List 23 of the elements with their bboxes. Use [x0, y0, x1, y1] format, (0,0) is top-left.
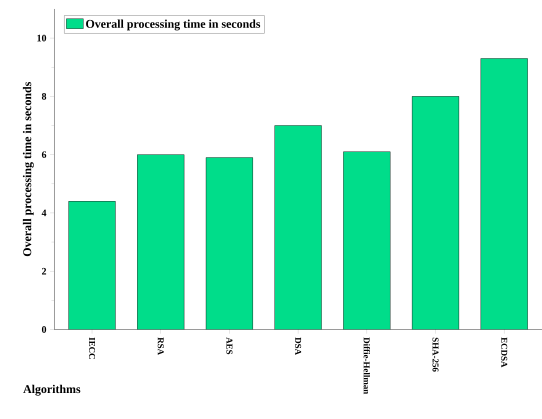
x-tick-label: RSA [158, 337, 164, 355]
legend-label: Overall processing time in seconds [86, 20, 260, 30]
y-tick-label: 8 [42, 92, 46, 100]
y-axis-title: Overall processing time in seconds [22, 82, 34, 256]
bar [274, 125, 322, 330]
bar [412, 96, 459, 330]
x-tick-label: Diffie-Hellman [364, 337, 370, 394]
y-tick-label: 0 [42, 326, 46, 333]
y-tick-label: 4 [42, 210, 46, 216]
x-tick-label: IECC [89, 337, 96, 359]
y-tick-label: 6 [42, 151, 46, 158]
x-tick-label: AES [226, 337, 232, 354]
bar [68, 201, 116, 330]
bar [137, 154, 184, 330]
bar [206, 158, 253, 330]
y-tick-label: 2 [42, 268, 46, 274]
bar [480, 58, 528, 330]
x-tick-label: ECDSA [501, 337, 508, 368]
x-tick-label: DSA [295, 337, 302, 355]
bar [343, 152, 390, 330]
x-tick-label: SHA-256 [432, 338, 439, 372]
y-tick-label: 10 [37, 34, 46, 42]
x-axis-title: Algorithms [23, 384, 80, 396]
